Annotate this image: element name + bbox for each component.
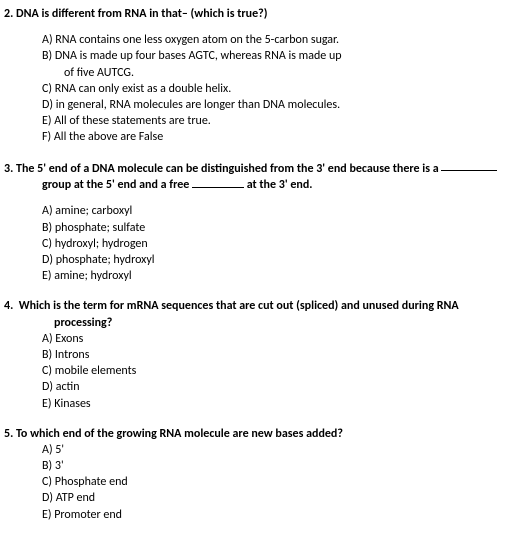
q3-option-e: E) amine; hydroxyl [4,268,507,284]
q5-option-e: E) Promoter end [4,507,507,523]
question-5-stem: 5. To which end of the growing RNA molec… [4,426,507,442]
q2-options: A) RNA contains one less oxygen atom on … [4,32,507,145]
question-3-stem-line1: 3. The 5' end of a DNA molecule can be d… [4,160,507,177]
q4-option-a: A) Exons [4,331,507,347]
q4-option-c: C) mobile elements [4,363,507,379]
q3-option-b: B) phosphate; sulfate [4,220,507,236]
q2-number: 2. [4,7,13,21]
question-4-stem-line1: 4. Which is the term for mRNA sequences … [4,298,507,314]
q5-option-c: C) Phosphate end [4,474,507,490]
q3-stem-line2b: at the 3' end. [244,178,312,192]
q5-number: 5. [4,427,13,441]
q3-option-c: C) hydroxyl; hydrogen [4,236,507,252]
q2-option-b-line2: of five AUTCG. [4,65,507,81]
question-2-stem: 2. DNA is different from RNA in that– (w… [4,6,507,22]
q5-option-a: A) 5' [4,442,507,458]
q3-number: 3. [4,161,13,175]
q3-option-a: A) amine; carboxyl [4,203,507,219]
q3-options: A) amine; carboxyl B) phosphate; sulfate… [4,203,507,284]
question-5: 5. To which end of the growing RNA molec… [4,426,507,523]
q3-option-d: D) phosphate; hydroxyl [4,252,507,268]
question-3: 3. The 5' end of a DNA molecule can be d… [4,160,507,285]
q4-option-d: D) actin [4,379,507,395]
q5-options: A) 5' B) 3' C) Phosphate end D) ATP end … [4,442,507,523]
q2-option-b-line1: B) DNA is made up four bases AGTC, where… [4,48,507,64]
q2-option-e: E) All of these statements are true. [4,113,507,129]
q5-stem-text: To which end of the growing RNA molecule… [16,427,343,441]
q4-stem-line1-text: Which is the term for mRNA sequences tha… [19,299,459,313]
q2-option-f: F) All the above are False [4,129,507,145]
question-4: 4. Which is the term for mRNA sequences … [4,298,507,411]
q4-option-b: B) Introns [4,347,507,363]
q5-option-b: B) 3' [4,458,507,474]
q4-number: 4. [4,299,13,313]
q3-stem-part1: The 5' end of a DNA molecule can be dist… [16,161,441,175]
question-4-stem-line2: processing? [4,315,507,331]
question-3-stem-line2: group at the 5' end and a free at the 3'… [4,176,507,193]
q4-option-e: E) Kinases [4,396,507,412]
q2-option-d: D) in general, RNA molecules are longer … [4,97,507,113]
worksheet-page: 2. DNA is different from RNA in that– (w… [0,0,511,547]
q3-stem-line2a: group at the 5' end and a free [42,178,192,192]
q5-option-d: D) ATP end [4,490,507,506]
blank-fill-1 [441,160,497,172]
q2-stem-text: DNA is different from RNA in that– (whic… [16,7,267,21]
q4-options: A) Exons B) Introns C) mobile elements D… [4,331,507,412]
blank-fill-2 [192,176,244,188]
q2-option-c: C) RNA can only exist as a double helix. [4,81,507,97]
q2-option-a: A) RNA contains one less oxygen atom on … [4,32,507,48]
question-2: 2. DNA is different from RNA in that– (w… [4,6,507,146]
